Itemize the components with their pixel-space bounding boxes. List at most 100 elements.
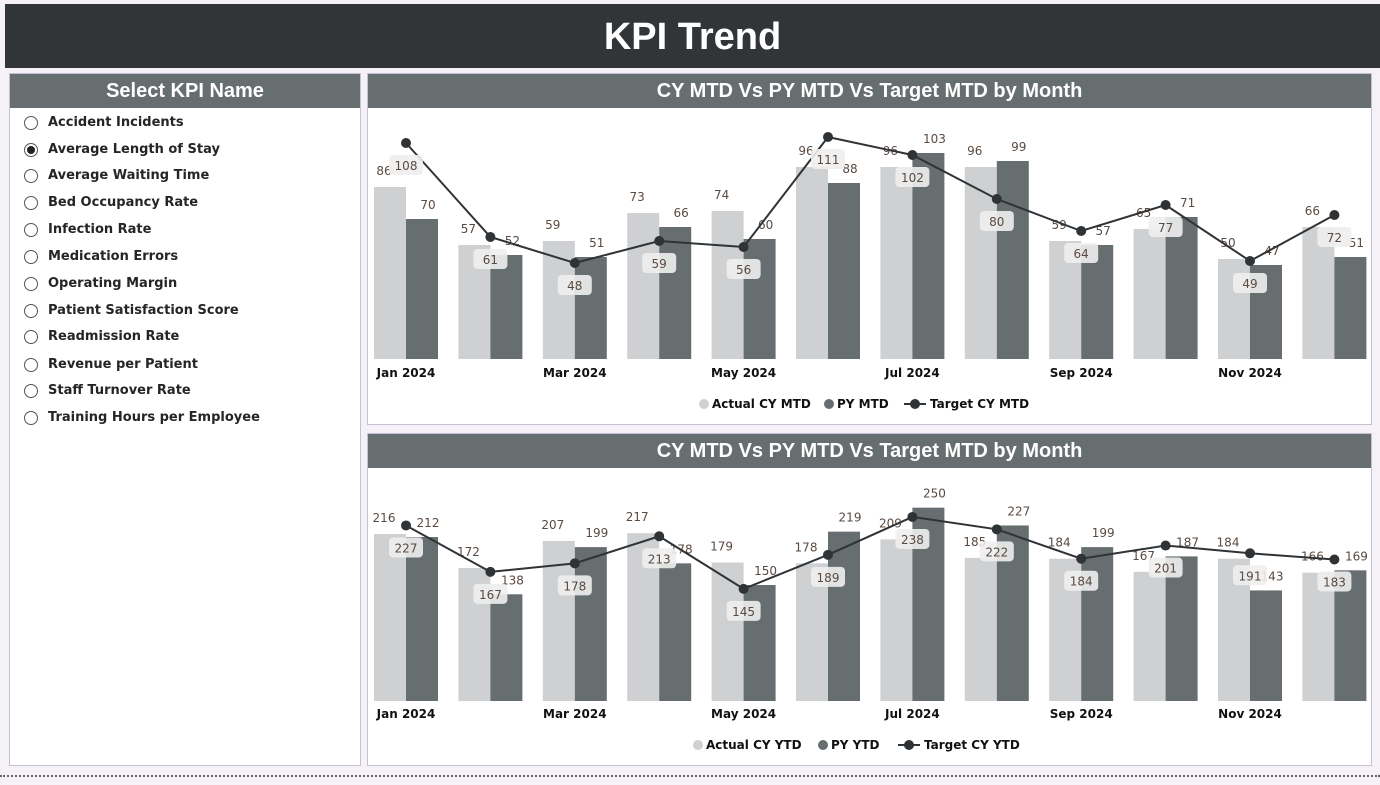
actual-data-label: 59 [545,218,560,232]
x-tick-label: Mar 2024 [543,366,607,380]
py-data-label: 187 [1176,535,1199,549]
radio-button[interactable] [24,168,38,183]
target-data-label: 64 [1074,247,1089,261]
slicer-item-label: Infection Rate [48,222,152,237]
radio-button[interactable] [24,115,38,130]
legend-target-label: Target CY YTD [924,738,1020,752]
target-data-label: 184 [1070,575,1093,589]
target-point [823,549,833,560]
py-bar [912,153,945,359]
py-bar [1334,570,1367,701]
actual-data-label: 86 [376,164,391,178]
target-point [1245,548,1255,559]
slicer-item-label: Staff Turnover Rate [48,383,191,398]
actual-bar [1302,572,1335,701]
target-data-label: 80 [989,215,1004,229]
radio-button[interactable] [24,222,38,237]
slicer-item-label: Training Hours per Employee [48,410,260,425]
target-point [1329,210,1340,220]
actual-data-label: 184 [1048,536,1071,550]
target-data-label: 77 [1158,221,1173,235]
target-label-box [473,249,508,269]
radio-button[interactable] [24,303,38,318]
slicer-item[interactable]: Accident Incidents [24,115,184,130]
radio-button[interactable] [24,383,38,398]
x-tick-label: Jan 2024 [376,707,436,721]
slicer-item[interactable]: Patient Satisfaction Score [24,303,239,318]
x-tick-label: Nov 2024 [1218,707,1282,721]
x-tick-label: Jul 2024 [884,366,940,380]
target-label-box [1317,571,1352,592]
target-point [485,232,496,242]
slicer-item[interactable]: Revenue per Patient [24,357,198,372]
target-point [1245,256,1255,266]
target-data-label: 59 [652,257,667,271]
py-data-label: 51 [1349,236,1364,250]
legend-target-icon [904,740,914,750]
radio-button[interactable] [24,142,38,157]
target-point [738,583,749,594]
target-data-label: 48 [567,279,582,293]
x-tick-label: Jan 2024 [376,366,436,380]
legend-actual-label: Actual CY YTD [706,738,802,752]
legend-target-icon [910,399,920,409]
py-bar [659,227,692,359]
radio-button[interactable] [24,195,38,210]
target-data-label: 227 [395,541,418,555]
target-point [654,531,665,542]
page-header: KPI Trend [5,4,1380,68]
actual-data-label: 184 [1217,536,1240,550]
py-data-label: 199 [585,526,608,540]
legend-actual-icon [693,740,703,750]
slicer-item[interactable]: Staff Turnover Rate [24,383,191,398]
actual-bar [1133,229,1166,359]
slicer-item[interactable]: Average Waiting Time [24,168,209,183]
radio-button[interactable] [24,329,38,344]
target-label-box [979,541,1014,562]
target-data-label: 191 [1239,569,1262,583]
actual-data-label: 207 [541,518,564,532]
target-data-label: 238 [901,533,924,547]
slicer-item[interactable]: Infection Rate [24,222,151,237]
actual-data-label: 96 [967,144,982,158]
slicer-item-label: Patient Satisfaction Score [48,303,239,318]
slicer-item[interactable]: Training Hours per Employee [24,410,260,425]
py-data-label: 150 [754,564,777,578]
py-data-label: 250 [923,487,946,501]
x-tick-label: Nov 2024 [1218,366,1282,380]
radio-button[interactable] [24,276,38,291]
py-data-label: 138 [501,573,524,587]
target-data-label: 189 [817,571,840,585]
py-bar [574,257,607,359]
slicer-item[interactable]: Average Length of Stay [24,142,220,157]
kpi-slicer: Select KPI Name Accident Incidents Averag… [9,73,361,766]
py-data-label: 99 [1011,140,1026,154]
actual-bar [374,187,406,359]
slicer-item[interactable]: Operating Margin [24,276,177,291]
slicer-item[interactable]: Medication Errors [24,249,178,264]
radio-button[interactable] [24,410,38,425]
py-data-label: 57 [1096,224,1111,238]
actual-bar [711,211,744,359]
target-data-label: 56 [736,263,751,277]
target-data-label: 111 [817,153,840,167]
x-tick-label: May 2024 [711,366,776,380]
py-bar [406,537,438,701]
actual-bar [796,167,828,359]
py-data-label: 199 [1092,526,1115,540]
slicer-item-label: Operating Margin [48,276,178,291]
slicer-item-label: Medication Errors [48,249,179,264]
target-label-box [389,537,423,558]
target-data-label: 222 [985,545,1008,559]
radio-button[interactable] [24,357,38,372]
actual-data-label: 216 [373,511,396,525]
slicer-item[interactable]: Readmission Rate [24,329,179,344]
slicer-item-label: Average Length of Stay [48,142,220,157]
slicer-item[interactable]: Bed Occupancy Rate [24,195,198,210]
chart-title: CY MTD Vs PY MTD Vs Target MTD by Month [368,74,1371,108]
target-label-box [726,259,761,279]
py-bar [490,255,523,359]
radio-button[interactable] [24,249,38,264]
target-data-label: 72 [1327,231,1342,245]
actual-bar [964,167,997,359]
